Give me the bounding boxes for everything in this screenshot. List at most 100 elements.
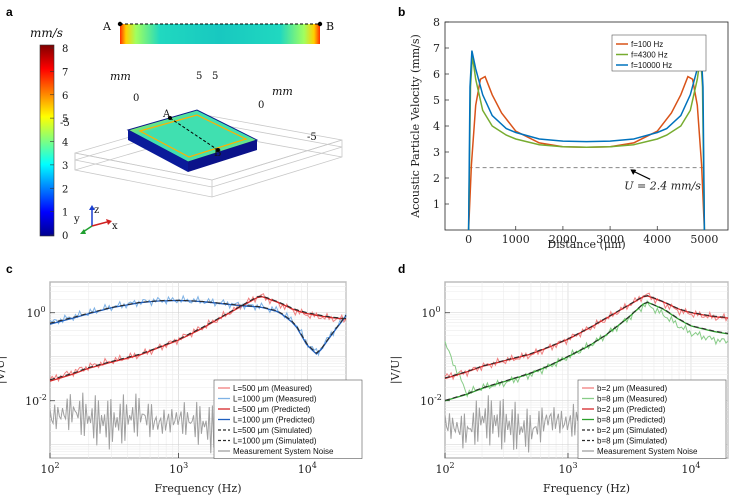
cross-section-bar [120, 24, 320, 44]
colorbar [39, 44, 55, 237]
chart-d: 102 103 104 10-2 100 Frequency (Hz) |V/U| b=2 μ… [389, 281, 729, 495]
y-tick-label: 6 [433, 68, 440, 81]
x-tick-label: 104 [298, 461, 317, 476]
x-tick-label: 2000 [549, 233, 577, 246]
y-tick-label: 100 [26, 305, 45, 320]
x-axis-title: Distance (μm) [547, 238, 625, 251]
x-tick-label: 102 [435, 461, 454, 476]
series-line [444, 292, 729, 381]
x-tick-label: 3000 [596, 233, 624, 246]
axes-triad-icon [80, 205, 112, 234]
colorbar-tick-label: 3 [62, 161, 68, 172]
colorbar-unit: mm/s [30, 26, 63, 40]
tick-neg5-left: -5 [60, 118, 70, 129]
panel-label-d: d [398, 262, 405, 276]
colorbar-tick-label: 2 [62, 184, 68, 195]
panel-a: a mm/s 8 7 6 5 4 3 2 1 0 A B [6, 5, 343, 242]
legend-label: b=8 μm (Simulated) [597, 437, 668, 446]
legend-label: L=500 μm (Predicted) [233, 405, 311, 414]
x-tick-label: 1000 [502, 233, 530, 246]
tick-5-left: 5 [196, 71, 202, 82]
legend-label: Measurement System Noise [597, 447, 698, 456]
triad-y: y [73, 214, 80, 225]
colorbar-tick-label: 5 [62, 114, 68, 125]
axis-unit-mm-2: mm [272, 85, 293, 98]
series-line [444, 299, 729, 398]
colorbar-tick-label: 4 [62, 138, 68, 149]
x-tick-label: 102 [40, 461, 59, 476]
y-tick-label: 7 [433, 42, 440, 55]
legend-label: f=4300 Hz [631, 51, 668, 60]
panel-label-a: a [6, 5, 13, 19]
y-tick-label: 4 [433, 120, 440, 133]
chart-b: 0 1000 2000 3000 4000 5000 1 2 3 4 5 6 7 8 Distance (μ… [409, 16, 729, 251]
x-tick-label: 103 [169, 461, 188, 476]
colorbar-ticks: 8 7 6 5 4 3 2 1 0 [50, 44, 68, 242]
series-line [49, 296, 347, 382]
colorbar-tick-label: 7 [62, 67, 68, 78]
y-tick-label: 8 [433, 16, 440, 29]
y-tick-label: 1 [433, 198, 440, 211]
plate-point-b: B [214, 148, 221, 159]
colorbar-tick-label: 8 [62, 44, 68, 55]
series-line [467, 55, 706, 231]
legend-label: b=2 μm (Simulated) [597, 426, 668, 435]
annotation-arrowhead [630, 169, 637, 175]
point-b-marker [317, 21, 323, 27]
series-line [49, 295, 347, 381]
legend-box [577, 379, 727, 459]
panel-b: b 0 1000 2000 3000 4000 5000 1 2 3 4 5 6 7 8 Distance … [398, 5, 729, 251]
legend-label: b=8 μm (Predicted) [597, 416, 666, 425]
legend-box [213, 379, 363, 459]
legend-label: L=1000 μm (Predicted) [233, 416, 315, 425]
panel-label-c: c [6, 262, 13, 276]
x-tick-label: 103 [558, 461, 577, 476]
panel-d: d 102 103 104 10-2 100 Frequency (Hz) |V/U| b=2… [389, 262, 729, 495]
point-a-marker [117, 21, 123, 27]
colorbar-tick-label: 1 [62, 208, 68, 219]
annotation-text: U = 2.4 mm/s [624, 180, 701, 193]
legend-label: b=8 μm (Measured) [597, 395, 668, 404]
series-line [49, 299, 347, 354]
x-tick-label: 0 [465, 233, 472, 246]
point-a-label: A [102, 20, 112, 33]
tick-0-left: 0 [133, 93, 139, 104]
x-tick-label: 4000 [643, 233, 671, 246]
tick-5-right: 5 [212, 71, 218, 82]
x-axis-title: Frequency (Hz) [543, 482, 630, 495]
series-line [444, 295, 729, 379]
tick-0-right: 0 [258, 100, 264, 111]
y-tick-label: 100 [421, 305, 440, 320]
y-tick-label: 2 [433, 172, 440, 185]
plate-point-a: A [162, 109, 171, 120]
y-tick-label: 5 [433, 94, 440, 107]
y-tick-label: 10-2 [25, 393, 47, 408]
axis-unit-mm-1: mm [110, 70, 131, 83]
y-axis-title: Acoustic Particle Velocity (mm/s) [409, 34, 422, 219]
legend-label: f=10000 Hz [631, 61, 672, 70]
y-axis-title: |V/U| [0, 356, 8, 384]
legend-label: L=1000 μm (Measured) [233, 395, 317, 404]
plate-3d [126, 109, 259, 172]
tick-neg5-right: -5 [307, 132, 317, 143]
chart-c: 102 103 104 10-2 100 Frequency (Hz) |V/U| L=500… [0, 281, 363, 495]
legend-label: L=1000 μm (Simulated) [233, 437, 317, 446]
panel-c: c 102 103 104 10-2 100 Frequency (Hz) |V/U| L=5… [0, 262, 363, 495]
colorbar-tick-label: 0 [62, 231, 68, 242]
y-axis-title: |V/U| [389, 356, 403, 384]
point-b-label: B [326, 20, 334, 33]
y-tick-label: 10-2 [420, 393, 442, 408]
triad-x: x [112, 221, 118, 232]
legend-label: L=500 μm (Measured) [233, 384, 312, 393]
x-tick-label: 5000 [690, 233, 718, 246]
x-axis-title: Frequency (Hz) [155, 482, 242, 495]
legend-label: b=2 μm (Measured) [597, 384, 668, 393]
x-tick-label: 104 [681, 461, 700, 476]
legend-label: L=500 μm (Simulated) [233, 426, 312, 435]
legend-label: f=100 Hz [631, 40, 663, 49]
series-line [444, 301, 729, 401]
legend-label: Measurement System Noise [233, 447, 334, 456]
legend-label: b=2 μm (Predicted) [597, 405, 666, 414]
triad-z: z [94, 205, 99, 216]
